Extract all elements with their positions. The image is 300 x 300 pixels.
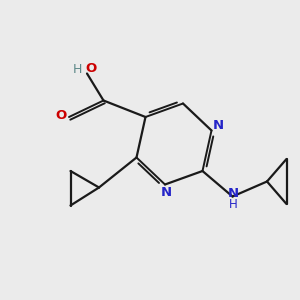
Text: O: O — [85, 61, 97, 75]
Text: H: H — [229, 197, 238, 211]
Text: N: N — [161, 186, 172, 200]
Text: N: N — [228, 187, 239, 200]
Text: H: H — [73, 63, 82, 76]
Text: N: N — [212, 118, 224, 132]
Text: O: O — [55, 109, 66, 122]
